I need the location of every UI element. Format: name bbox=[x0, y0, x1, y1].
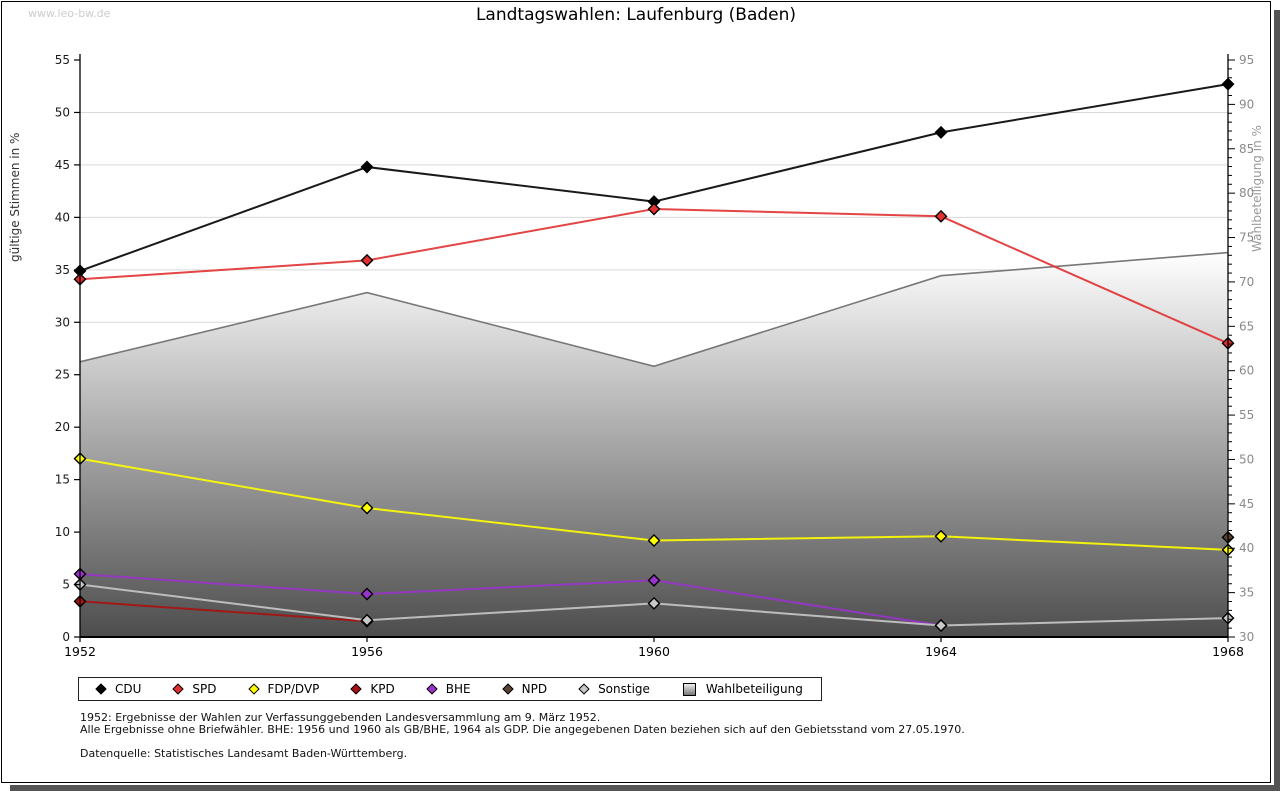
marker-CDU-1956 bbox=[360, 160, 374, 174]
svg-text:1964: 1964 bbox=[925, 644, 957, 659]
svg-text:90: 90 bbox=[1239, 97, 1254, 111]
svg-text:50: 50 bbox=[1239, 452, 1254, 466]
marker-SPD-1956 bbox=[360, 253, 374, 267]
marker-Sonstige-1960 bbox=[647, 596, 661, 610]
marker-Sonstige-1964 bbox=[934, 618, 948, 632]
legend-label: KPD bbox=[370, 682, 395, 696]
data-source-note: Datenquelle: Statistisches Landesamt Bad… bbox=[80, 747, 408, 760]
legend-diamond-icon bbox=[426, 683, 438, 695]
svg-text:0: 0 bbox=[62, 630, 70, 644]
marker-CDU-1964 bbox=[934, 125, 948, 139]
svg-text:45: 45 bbox=[1239, 497, 1254, 511]
svg-text:55: 55 bbox=[1239, 408, 1254, 422]
svg-text:10: 10 bbox=[55, 525, 70, 539]
legend-label: Wahlbeteiligung bbox=[705, 682, 803, 696]
legend-diamond-icon bbox=[95, 683, 107, 695]
svg-text:40: 40 bbox=[1239, 541, 1254, 555]
legend: CDU SPD FDP/DVP KPD BHE NPD Sonstige Wahlbeteil… bbox=[78, 677, 822, 701]
svg-text:95: 95 bbox=[1239, 53, 1254, 67]
panel-shadow-bottom bbox=[10, 785, 1280, 791]
svg-text:75: 75 bbox=[1239, 231, 1254, 245]
marker-FDP/DVP-1964 bbox=[934, 529, 948, 543]
svg-text:15: 15 bbox=[55, 473, 70, 487]
legend-item-sonstige: Sonstige bbox=[578, 682, 650, 696]
svg-text:20: 20 bbox=[55, 420, 70, 434]
svg-text:30: 30 bbox=[1239, 630, 1254, 644]
svg-text:25: 25 bbox=[55, 368, 70, 382]
marker-Sonstige-1956 bbox=[360, 613, 374, 627]
svg-text:35: 35 bbox=[1239, 586, 1254, 600]
svg-text:1952: 1952 bbox=[64, 644, 96, 659]
svg-text:45: 45 bbox=[55, 158, 70, 172]
legend-item-kpd: KPD bbox=[350, 682, 395, 696]
svg-text:50: 50 bbox=[55, 105, 70, 119]
series-line-KPD bbox=[79, 600, 368, 623]
svg-text:70: 70 bbox=[1239, 275, 1254, 289]
legend-diamond-icon bbox=[172, 683, 185, 695]
svg-text:65: 65 bbox=[1239, 319, 1254, 333]
legend-label: BHE bbox=[445, 682, 471, 696]
svg-text:60: 60 bbox=[1239, 364, 1254, 378]
legend-label: FDP/DVP bbox=[267, 682, 320, 696]
legend-label: SPD bbox=[192, 682, 217, 696]
legend-item-npd: NPD bbox=[501, 682, 548, 696]
svg-text:35: 35 bbox=[55, 263, 70, 277]
svg-text:1968: 1968 bbox=[1212, 644, 1244, 659]
legend-diamond-icon bbox=[501, 683, 514, 695]
marker-SPD-1964 bbox=[934, 209, 948, 223]
wahlbeteiligung-edge bbox=[79, 251, 1229, 368]
legend-label: NPD bbox=[521, 682, 548, 696]
legend-item-cdu: CDU bbox=[95, 682, 142, 696]
svg-text:5: 5 bbox=[62, 578, 70, 592]
legend-item-bhe: BHE bbox=[426, 682, 471, 696]
marker-FDP/DVP-1960 bbox=[647, 533, 661, 547]
legend-item-wahlbeteiligung: Wahlbeteiligung bbox=[682, 682, 803, 696]
footnote-line-2: Alle Ergebnisse ohne Briefwähler. BHE: 1… bbox=[80, 723, 965, 736]
marker-FDP/DVP-1956 bbox=[360, 501, 374, 515]
legend-diamond-icon bbox=[247, 683, 260, 695]
legend-label: CDU bbox=[115, 682, 142, 696]
legend-diamond-icon bbox=[578, 683, 590, 695]
svg-text:85: 85 bbox=[1239, 142, 1254, 156]
watermark: www.leo-bw.de bbox=[28, 7, 111, 20]
panel-shadow-right bbox=[1274, 10, 1280, 791]
svg-text:1956: 1956 bbox=[351, 644, 383, 659]
svg-text:1960: 1960 bbox=[638, 644, 670, 659]
series-line-BHE bbox=[79, 573, 942, 627]
marker-BHE-1956 bbox=[360, 587, 374, 601]
footnote-line-1: 1952: Ergebnisse der Wahlen zur Verfassu… bbox=[80, 711, 601, 724]
svg-text:30: 30 bbox=[55, 315, 70, 329]
svg-text:55: 55 bbox=[55, 53, 70, 67]
marker-SPD-1960 bbox=[647, 202, 661, 216]
svg-text:80: 80 bbox=[1239, 186, 1254, 200]
svg-text:40: 40 bbox=[55, 210, 70, 224]
legend-label: Sonstige bbox=[598, 682, 650, 696]
chart-title: Landtagswahlen: Laufenburg (Baden) bbox=[475, 5, 797, 25]
chart: 0 5 10 15 20 25 30 35 40 45 50 55 30 35 40 45 50 55 60 65 70… bbox=[55, 53, 1255, 659]
legend-item-fdp-dvp: FDP/DVP bbox=[247, 682, 320, 696]
legend-item-spd: SPD bbox=[172, 682, 217, 696]
legend-diamond-icon bbox=[350, 683, 363, 695]
marker-BHE-1960 bbox=[647, 573, 661, 587]
legend-area-swatch-icon bbox=[682, 682, 696, 696]
